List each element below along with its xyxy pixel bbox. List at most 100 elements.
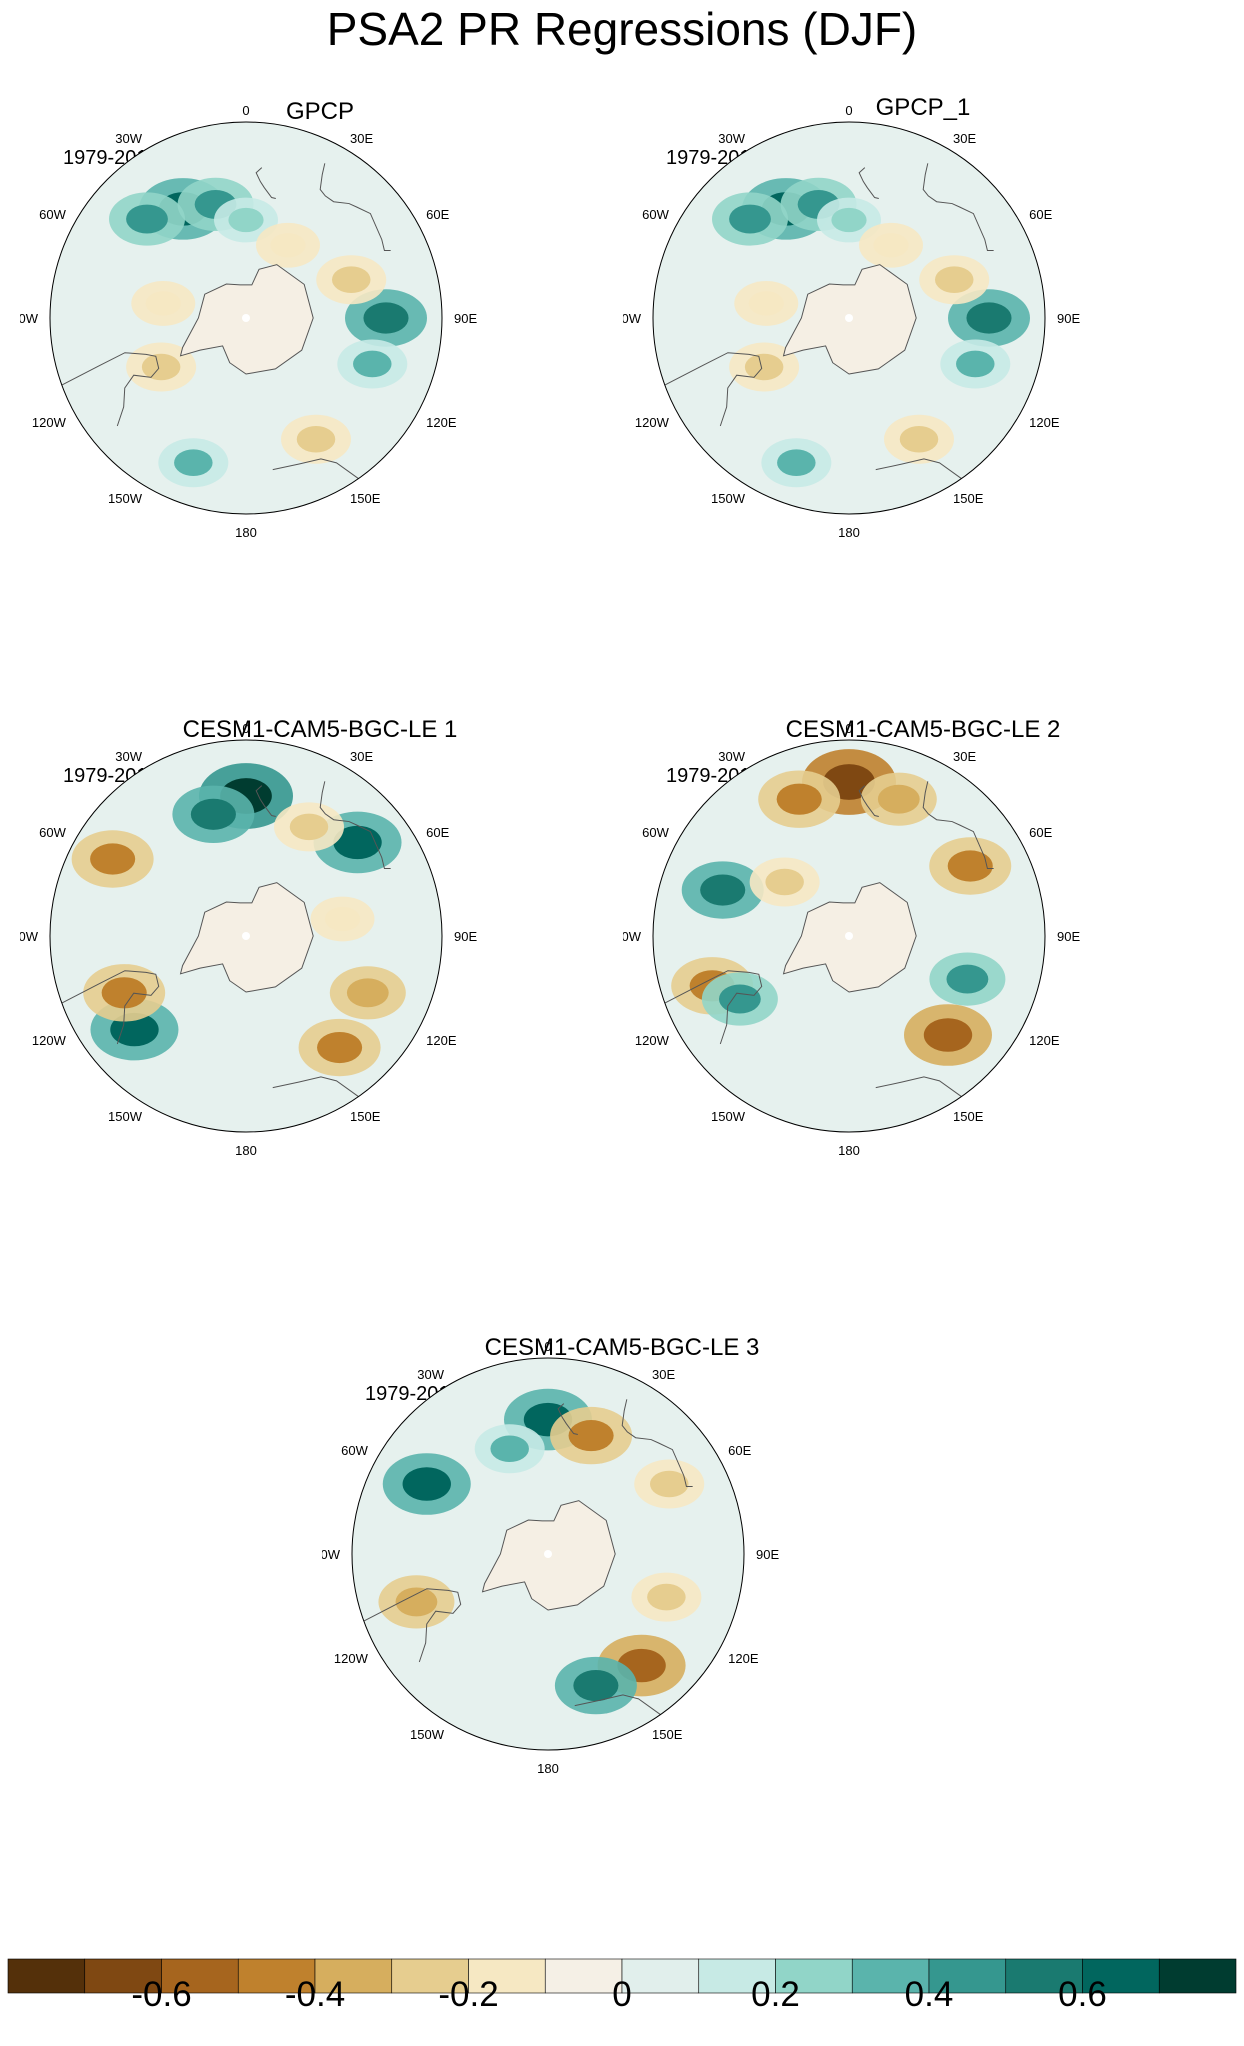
lon-label: 30W (718, 749, 745, 764)
colorbar-swatch (468, 1958, 546, 1994)
lon-label: 150E (953, 1109, 984, 1124)
anomaly-core (744, 353, 784, 381)
lon-label: 30W (115, 131, 142, 146)
polar-map: 0 30E 60E 90E 120E 150E 180 150W 120W 90W 60W 30W (623, 103, 1080, 540)
coastline (255, 785, 276, 817)
lon-label: 30E (953, 131, 976, 146)
lon-label: 30W (417, 1367, 444, 1382)
lon-label: 120E (426, 415, 457, 430)
colorbar-labels: -0.6 -0.4 -0.2 0 0.2 0.4 0.6 (0, 1975, 1244, 2035)
lon-label: 60W (341, 1443, 368, 1458)
lon-label: 30E (953, 749, 976, 764)
lon-label: 60E (426, 207, 449, 222)
anomaly-core (395, 1587, 438, 1617)
anomaly-core (831, 207, 867, 233)
polar-map: 0 30E 60E 90E 120E 150E 180 150W 120W 90W 60W 30W (20, 721, 477, 1158)
anomaly-core (296, 425, 336, 453)
anomaly-core (363, 302, 409, 334)
lon-label: 150W (108, 1109, 143, 1124)
lon-label: 60W (39, 207, 66, 222)
lon-label: 150E (652, 1727, 683, 1742)
colorbar (7, 1958, 1237, 1994)
colorbar-tick-label: -0.4 (284, 1975, 346, 2014)
lon-label: 150E (350, 1109, 381, 1124)
pole-marker (544, 1550, 552, 1558)
pole-marker (845, 314, 853, 322)
coastline (61, 352, 160, 427)
colorbar-tick-label: -0.6 (131, 1975, 192, 2014)
anomaly-core (573, 1669, 619, 1702)
map-panel-gpcp: GPCP 1979-2016 0 30E 60E 90E 120E 150E 180 150W… (20, 95, 620, 695)
panel-title: GPCP_1 (875, 94, 971, 121)
coastline (574, 1694, 661, 1715)
lon-label: 90E (1057, 929, 1080, 944)
colorbar-swatch (1158, 1958, 1237, 1994)
anomaly-core (141, 353, 181, 381)
lon-label: 90E (1057, 311, 1080, 326)
lon-label: 120W (334, 1651, 369, 1666)
anomaly-core (228, 207, 264, 233)
anomaly-core (270, 233, 306, 258)
map-group: 0 30E 60E 90E 120E 150E 180 150W 120W 90W 60W 30W (623, 103, 1080, 540)
anomaly-core (718, 984, 761, 1014)
lon-label: 120W (32, 415, 67, 430)
lon-label: 0 (845, 103, 852, 118)
lon-label: 90E (454, 311, 477, 326)
coastline (664, 352, 763, 427)
anomaly-core (331, 266, 371, 293)
lon-label: 60E (1029, 207, 1052, 222)
colorbar-swatch (621, 1958, 700, 1994)
lon-label: 150W (410, 1727, 445, 1742)
anomaly-core (353, 350, 392, 378)
lon-label: 90E (454, 929, 477, 944)
lon-label: 60E (728, 1443, 751, 1458)
map-group: 0 30E 60E 90E 120E 150E 180 150W 120W 90W 60W 30W (623, 721, 1080, 1158)
lon-label: 90E (756, 1547, 779, 1562)
anomaly-core (700, 874, 746, 906)
coastline (875, 458, 962, 479)
coastline (255, 167, 276, 199)
coastline (319, 163, 391, 252)
polar-map: 0 30E 60E 90E 120E 150E 180 150W 120W 90W 60W 30W (322, 1339, 779, 1776)
map-group: 0 30E 60E 90E 120E 150E 180 150W 120W 90W 60W 30W (20, 103, 477, 540)
colorbar-swatch (1005, 1958, 1083, 1994)
anomaly-core (877, 784, 920, 814)
lon-label: 90W (623, 311, 642, 326)
lon-label: 60W (642, 207, 669, 222)
lon-label: 60W (642, 825, 669, 840)
anomaly-core (90, 843, 136, 875)
lon-label: 150E (953, 491, 984, 506)
lon-label: 120W (32, 1033, 67, 1048)
lon-label: 120E (1029, 1033, 1060, 1048)
coastline (621, 1399, 693, 1488)
anomaly-core (748, 291, 784, 316)
lon-label: 90W (20, 311, 39, 326)
lon-label: 120E (1029, 415, 1060, 430)
map-panel-cesm-3: CESM1-CAM5-BGC-LE 3 1979-2015 0 30E 60E 90E… (322, 1331, 922, 1931)
anomaly-core (966, 302, 1012, 334)
figure-title: PSA2 PR Regressions (DJF) (326, 3, 918, 55)
anomaly-core (490, 1435, 529, 1463)
anomaly-core (947, 850, 993, 882)
lon-label: 180 (537, 1761, 559, 1776)
lon-label: 60W (39, 825, 66, 840)
lon-label: 90W (623, 929, 642, 944)
map-group: 0 30E 60E 90E 120E 150E 180 150W 120W 90W 60W 30W (20, 721, 477, 1158)
coastline (272, 1076, 359, 1097)
lon-label: 0 (242, 721, 249, 736)
coastline (858, 167, 879, 199)
colorbar-swatch (698, 1958, 776, 1994)
colorbar-tick-label: 0.4 (904, 1975, 954, 2014)
pole-marker (242, 314, 250, 322)
lon-label: 180 (235, 1143, 257, 1158)
colorbar-swatch (928, 1958, 1007, 1994)
anomaly-core (317, 1031, 363, 1064)
anomaly-core (174, 449, 213, 477)
colorbar-tick-label: -0.2 (438, 1975, 499, 2014)
lon-label: 150W (108, 491, 143, 506)
anomaly-core (899, 425, 939, 453)
colorbar-swatch (237, 1958, 316, 1994)
polar-map: 0 30E 60E 90E 120E 150E 180 150W 120W 90W 60W 30W (20, 103, 477, 540)
coastline (858, 785, 879, 817)
lon-label: 150E (350, 491, 381, 506)
